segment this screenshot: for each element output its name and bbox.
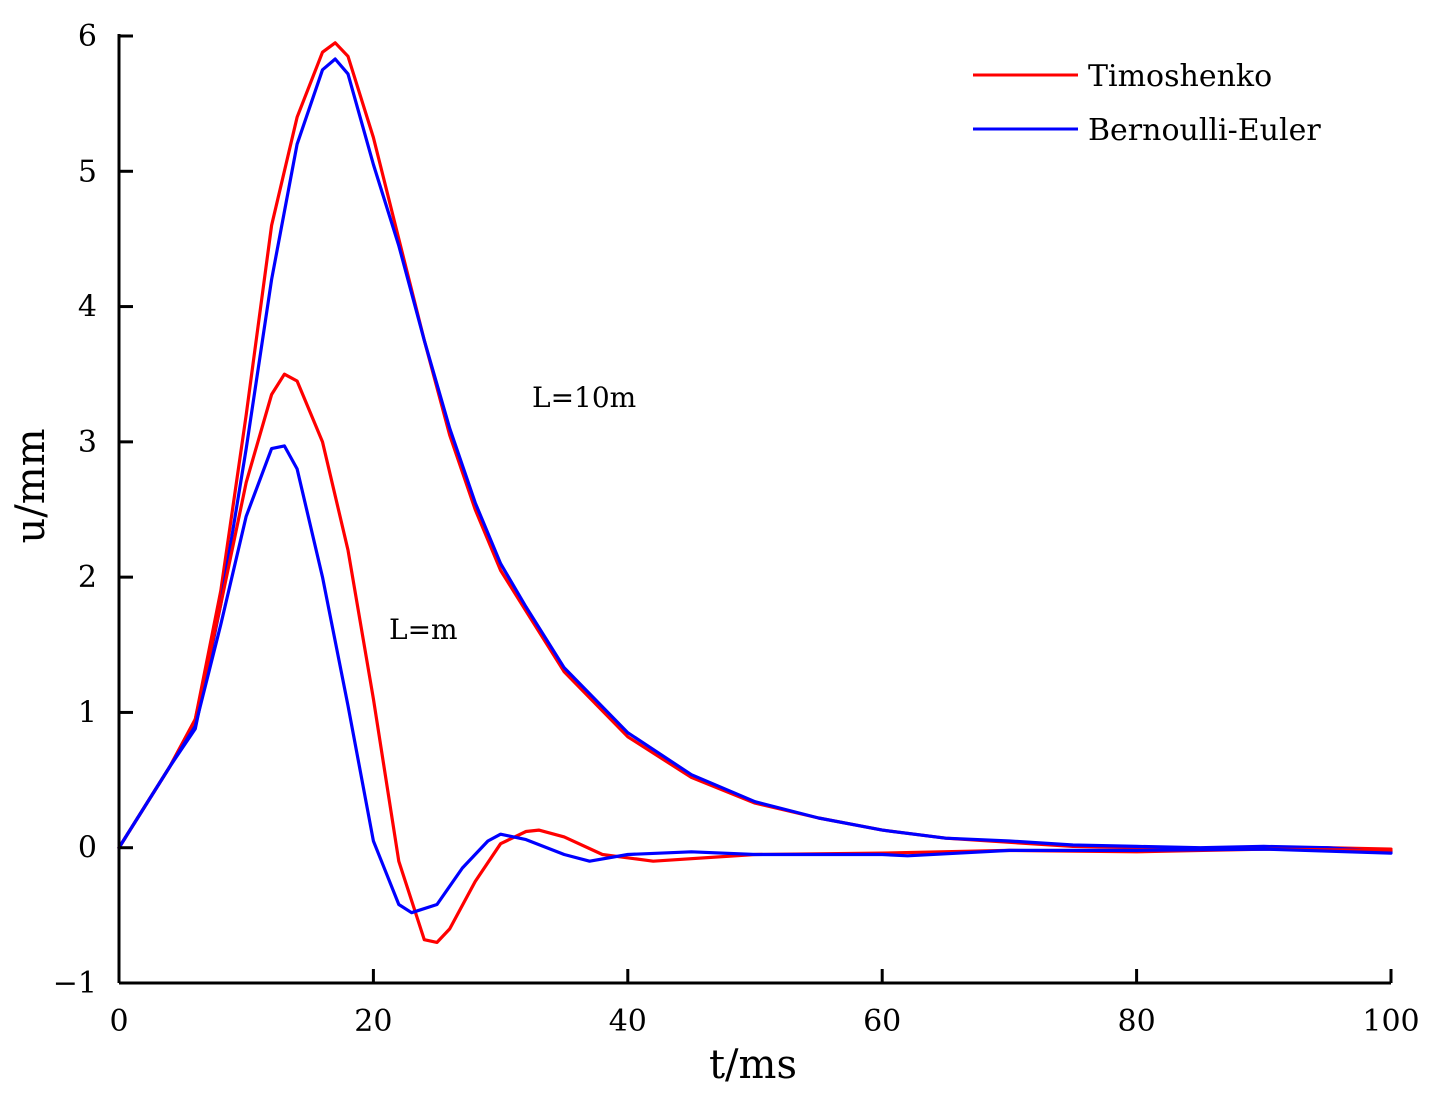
- y-tick-label: 5: [78, 154, 97, 189]
- y-tick-label: −1: [53, 966, 97, 1001]
- y-tick-label: 0: [78, 831, 97, 866]
- x-axis-label: t/ms: [709, 1042, 797, 1088]
- y-tick-label: 4: [78, 290, 97, 325]
- y-tick-label: 6: [78, 19, 97, 54]
- legend: Timoshenko Bernoulli-Euler: [973, 59, 1321, 148]
- series-line-timoshenko-l-10m: [117, 41, 1393, 851]
- y-tick-label: 2: [78, 560, 97, 595]
- axes: [117, 34, 1391, 985]
- plot-lines: [117, 41, 1393, 945]
- legend-label-timoshenko: Timoshenko: [1088, 59, 1272, 94]
- x-tick-label: 0: [109, 1004, 128, 1039]
- x-tick-label: 80: [1118, 1004, 1156, 1039]
- annotation-l10m: L=10m: [532, 381, 636, 414]
- series-line-bernoulli-euler-l-10m: [117, 57, 1393, 854]
- y-axis-label: u/mm: [8, 428, 54, 543]
- series-line-bernoulli-euler-l-m: [117, 444, 1393, 915]
- legend-label-bernoulli-euler: Bernoulli-Euler: [1088, 113, 1321, 148]
- x-tick-label: 60: [863, 1004, 901, 1039]
- y-tick-label: 3: [78, 425, 97, 460]
- x-tick-label: 20: [354, 1004, 392, 1039]
- x-tick-label: 100: [1362, 1004, 1419, 1039]
- y-tick-label: 1: [78, 695, 97, 730]
- x-tick-label: 40: [609, 1004, 647, 1039]
- ticks: 0 20 40 60 80 100 −1 0 1 2 3 4 5 6: [53, 19, 1420, 1039]
- series-line-timoshenko-l-m: [117, 372, 1393, 945]
- annotation-lm: L=m: [389, 613, 458, 646]
